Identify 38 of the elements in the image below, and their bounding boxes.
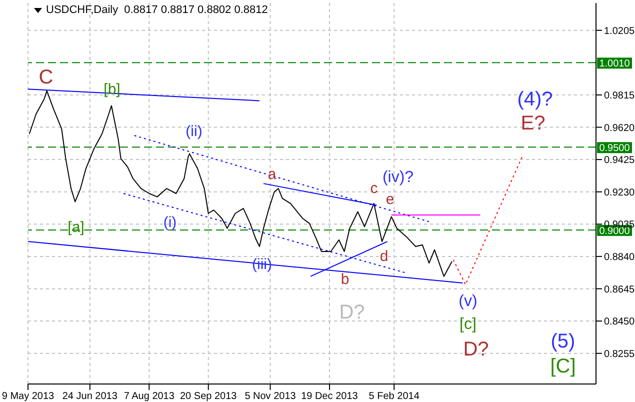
y-tick-label: 0.8840 xyxy=(604,252,635,263)
annotation: (v) xyxy=(458,293,478,310)
y-tick-label: 0.9230 xyxy=(604,187,635,198)
x-tick-label: 5 Nov 2013 xyxy=(244,391,296,402)
x-tick-label: 5 Feb 2014 xyxy=(368,391,420,402)
annotation: (4)? xyxy=(517,88,553,110)
annotation: [c] xyxy=(460,316,476,334)
ref-line-label: 0.9500 xyxy=(599,143,630,154)
chart-subtitle: 0.8817 0.8817 0.8802 0.8812 xyxy=(124,4,268,16)
y-tick-label: 0.8645 xyxy=(604,284,635,296)
annotation: b xyxy=(340,270,350,288)
annotation: a xyxy=(268,166,277,183)
ref-line-label: 1.0010 xyxy=(599,58,630,70)
annotation: D? xyxy=(339,301,365,324)
chart-title: USDCHF,Daily xyxy=(46,4,118,16)
annotation: d xyxy=(380,248,388,265)
x-tick-label: 7 Aug 2013 xyxy=(124,391,175,402)
annotation: D? xyxy=(463,338,489,360)
x-tick-label: 20 Sep 2013 xyxy=(180,391,238,402)
y-tick-label: 0.8255 xyxy=(604,348,635,360)
y-tick-label: 0.9620 xyxy=(604,122,635,134)
annotation: c xyxy=(370,180,378,197)
annotation: [C] xyxy=(550,355,576,378)
annotation: (ii) xyxy=(186,122,202,140)
annotation: E? xyxy=(520,112,546,134)
annotation: e xyxy=(386,190,394,208)
y-tick-label: 0.8450 xyxy=(604,316,635,328)
y-tick-label: 0.9815 xyxy=(604,90,635,102)
x-tick-label: 9 May 2013 xyxy=(2,391,55,402)
annotation: (iv)? xyxy=(382,169,414,186)
annotation: (5) xyxy=(550,330,576,352)
y-tick-label: 1.0205 xyxy=(604,26,635,37)
y-tick-label: 0.9425 xyxy=(604,155,635,166)
x-tick-label: 24 Jun 2013 xyxy=(62,391,118,402)
x-tick-label: 19 Dec 2013 xyxy=(301,391,358,402)
annotation: C xyxy=(38,66,54,88)
annotation: (i) xyxy=(163,214,177,231)
annotation: [a] xyxy=(68,218,84,236)
